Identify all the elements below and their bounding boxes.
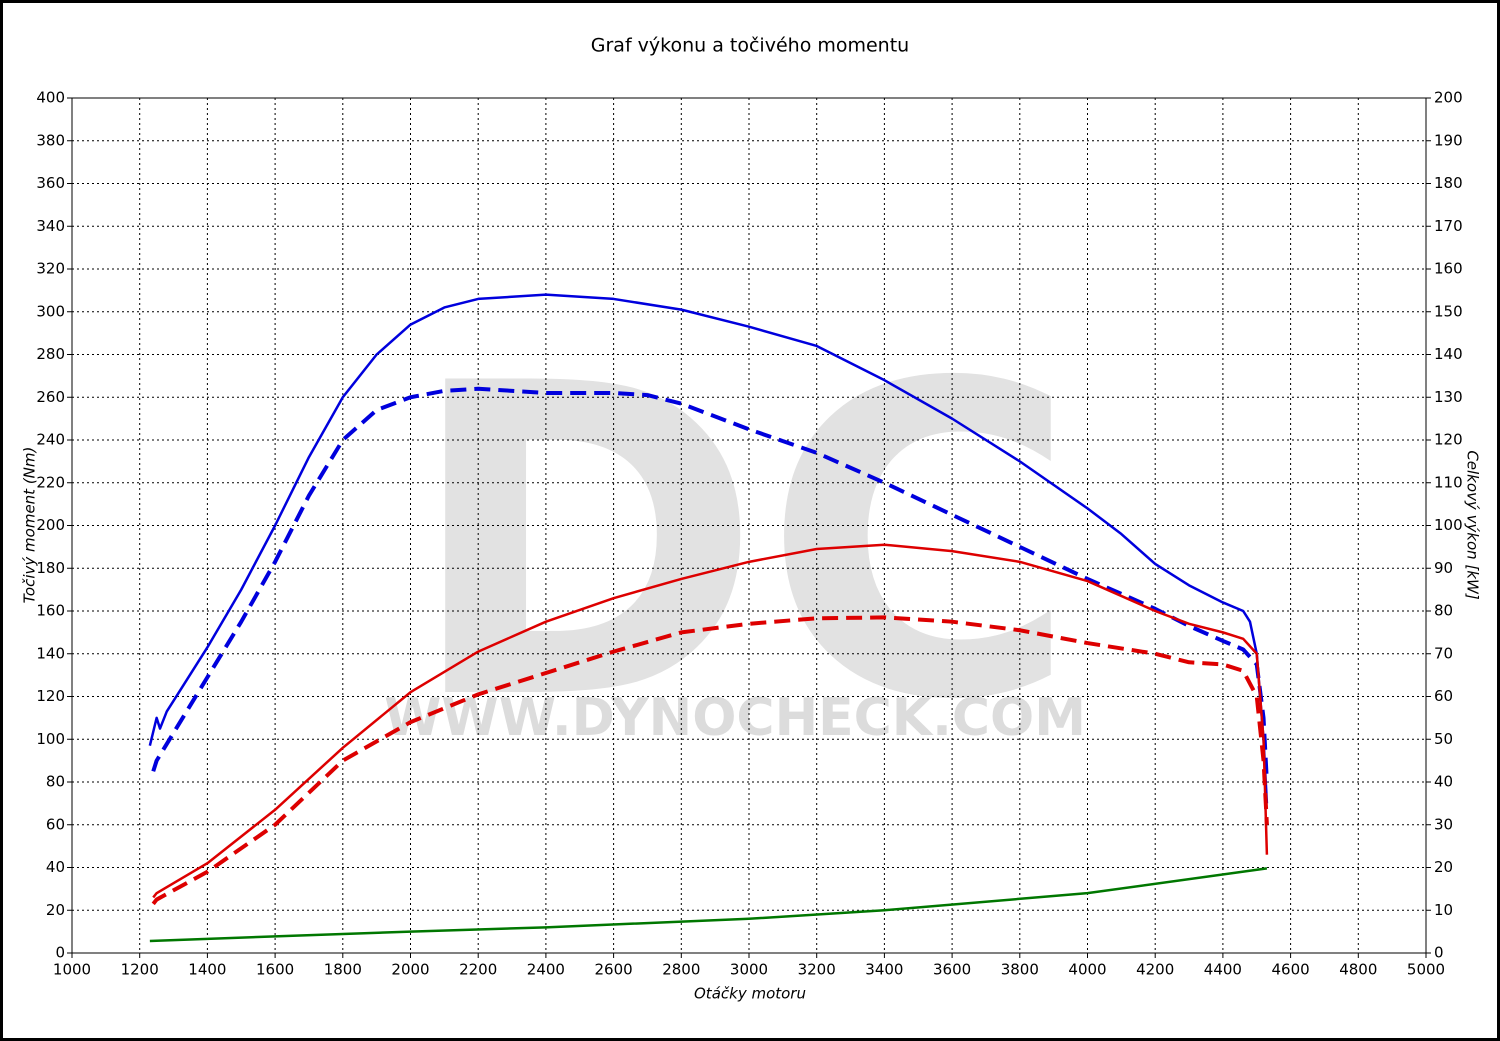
x-tick-label: 3800 (1001, 961, 1039, 979)
y-tick-label: 100 (36, 730, 65, 748)
y2-tick-label: 170 (1434, 217, 1463, 235)
x-tick-label: 3000 (730, 961, 768, 979)
y-tick-label: 400 (36, 89, 65, 107)
y2-tick-label: 70 (1434, 644, 1453, 662)
y-axis-title: Točivý moment (Nm) (21, 447, 39, 604)
series-line (152, 543, 1269, 899)
y2-tick-label: 30 (1434, 815, 1453, 833)
y2-tick-label: 130 (1434, 388, 1463, 406)
y-tick-label: 360 (36, 174, 65, 192)
x-tick-label: 5000 (1407, 961, 1445, 979)
y2-tick-label: 150 (1434, 302, 1463, 320)
y2-tick-label: 50 (1434, 730, 1453, 748)
x-tick-label: 2000 (391, 961, 429, 979)
x-tick-label: 2800 (662, 961, 700, 979)
y2-tick-label: 180 (1434, 174, 1463, 192)
x-tick-label: 1600 (256, 961, 294, 979)
x-tick-label: 4800 (1339, 961, 1377, 979)
x-tick-label: 2200 (459, 961, 497, 979)
series-line (149, 867, 1268, 943)
y2-tick-label: 100 (1434, 516, 1463, 534)
y-tick-label: 180 (36, 559, 65, 577)
y-tick-label: 240 (36, 431, 65, 449)
y-tick-label: 40 (46, 858, 65, 876)
watermark-url: WWW.DYNOCHECK.COM (384, 688, 1086, 748)
x-tick-label: 4400 (1204, 961, 1242, 979)
plot-border (71, 97, 1427, 954)
x-axis-title: Otáčky motoru (694, 985, 806, 1003)
y2-tick-label: 80 (1434, 602, 1453, 620)
y2-tick-label: 10 (1434, 901, 1453, 919)
y-tick-label: 300 (36, 302, 65, 320)
y2-tick-label: 190 (1434, 131, 1463, 149)
x-tick-label: 3600 (933, 961, 971, 979)
series-line (148, 293, 1269, 804)
y-tick-label: 20 (46, 901, 65, 919)
y-tick-label: 200 (36, 516, 65, 534)
x-tick-label: 4200 (1136, 961, 1174, 979)
y-tick-label: 340 (36, 217, 65, 235)
x-tick-label: 2400 (527, 961, 565, 979)
y-tick-label: 280 (36, 345, 65, 363)
watermark: DC (406, 294, 1079, 794)
y-tick-label: 0 (55, 944, 65, 962)
y2-tick-label: 60 (1434, 687, 1453, 705)
y2-tick-label: 140 (1434, 345, 1463, 363)
y2-tick-label: 160 (1434, 260, 1463, 278)
y2-tick-label: 110 (1434, 473, 1463, 491)
x-tick-label: 3200 (798, 961, 836, 979)
y-tick-label: 140 (36, 644, 65, 662)
y-tick-label: 320 (36, 260, 65, 278)
y-tick-label: 80 (46, 773, 65, 791)
x-tick-label: 1200 (121, 961, 159, 979)
x-tick-label: 4000 (1068, 961, 1106, 979)
y2-axis-title: Celkový výkon [kW] (1464, 450, 1482, 600)
y2-tick-label: 200 (1434, 89, 1463, 107)
x-tick-label: 3400 (865, 961, 903, 979)
y2-tick-label: 90 (1434, 559, 1453, 577)
x-tick-label: 2600 (595, 961, 633, 979)
x-tick-label: 1800 (324, 961, 362, 979)
y-tick-label: 60 (46, 815, 65, 833)
y-tick-label: 220 (36, 473, 65, 491)
chart-title: Graf výkonu a točivého momentu (591, 35, 909, 57)
y2-tick-label: 20 (1434, 858, 1453, 876)
x-tick-label: 1400 (188, 961, 226, 979)
y-tick-label: 380 (36, 131, 65, 149)
y2-tick-label: 0 (1434, 944, 1444, 962)
x-tick-label: 4600 (1272, 961, 1310, 979)
y2-tick-label: 120 (1434, 431, 1463, 449)
series-line (151, 615, 1269, 906)
y2-tick-label: 40 (1434, 773, 1453, 791)
y-tick-label: 260 (36, 388, 65, 406)
x-tick-label: 1000 (53, 961, 91, 979)
y-tick-label: 120 (36, 687, 65, 705)
series-line (151, 386, 1269, 783)
y-tick-label: 160 (36, 602, 65, 620)
